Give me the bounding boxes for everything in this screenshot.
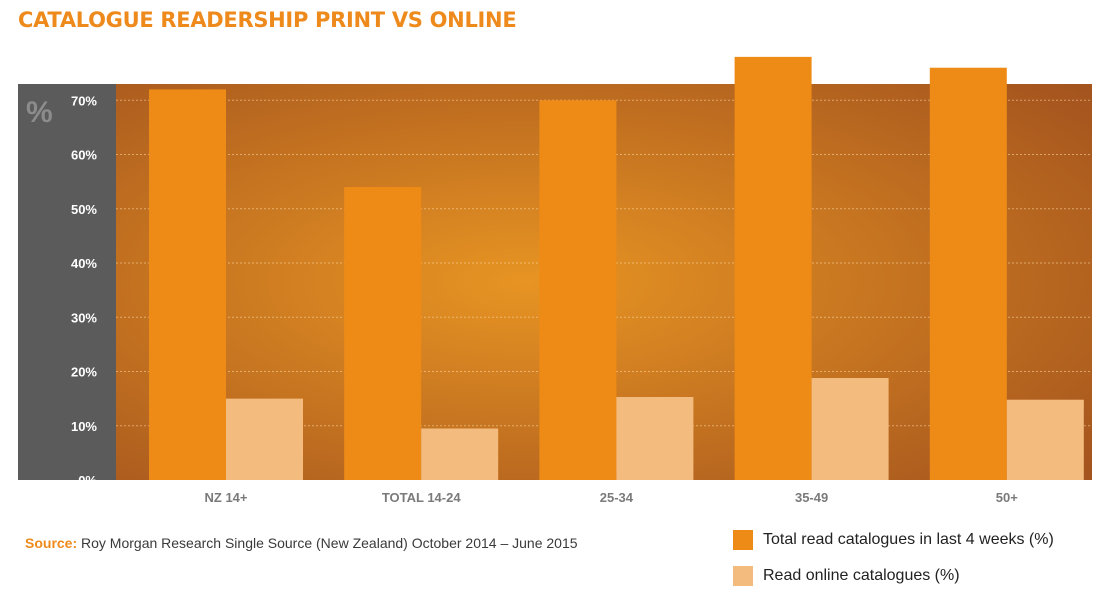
legend-swatch-print <box>733 530 753 550</box>
y-tick-label: 60% <box>71 148 97 163</box>
bar-print <box>149 89 226 481</box>
y-axis-unit-label: % <box>26 96 53 129</box>
x-tick-label: 50+ <box>996 490 1018 505</box>
bar-online <box>226 398 303 480</box>
bar-print <box>734 56 812 481</box>
legend-swatch-online <box>733 566 753 586</box>
x-tick-label: 25-34 <box>600 490 634 505</box>
bar-print <box>539 100 617 480</box>
bar-online <box>811 378 889 480</box>
x-tick-label: TOTAL 14-24 <box>382 490 462 505</box>
y-tick-label: 10% <box>71 419 97 434</box>
x-tick-labels: NZ 14+ TOTAL 14-24 25-34 35-49 50+ <box>205 490 1019 505</box>
legend-label-online: Read online catalogues (%) <box>763 567 960 584</box>
bar-print <box>929 67 1007 481</box>
legend-item-online: Read online catalogues (%) <box>733 565 960 587</box>
bar-online <box>421 428 499 480</box>
x-tick-label: 35-49 <box>795 490 828 505</box>
y-tick-label: 70% <box>71 93 97 108</box>
y-tick-labels: 0% 10% 20% 30% 40% 50% 60% 70% <box>71 93 97 488</box>
y-tick-label: 50% <box>71 202 97 217</box>
y-tick-label: 20% <box>71 365 97 380</box>
source-label: Source: <box>25 535 78 551</box>
legend-item-print: Total read catalogues in last 4 weeks (%… <box>733 529 1054 551</box>
chart-title: CATALOGUE READERSHIP PRINT VS ONLINE <box>18 8 517 32</box>
y-axis-panel <box>18 84 116 480</box>
bars <box>149 56 1084 481</box>
legend-label-print: Total read catalogues in last 4 weeks (%… <box>763 531 1054 548</box>
y-tick-label: 0% <box>78 473 97 488</box>
bar-online <box>616 397 694 480</box>
x-tick-label: NZ 14+ <box>205 490 248 505</box>
y-tick-label: 40% <box>71 256 97 271</box>
bar-online <box>1006 399 1084 480</box>
source-text: Roy Morgan Research Single Source (New Z… <box>81 535 578 551</box>
source-note: Source: Roy Morgan Research Single Sourc… <box>25 535 578 551</box>
bar-print <box>344 187 422 481</box>
y-tick-label: 30% <box>71 310 97 325</box>
